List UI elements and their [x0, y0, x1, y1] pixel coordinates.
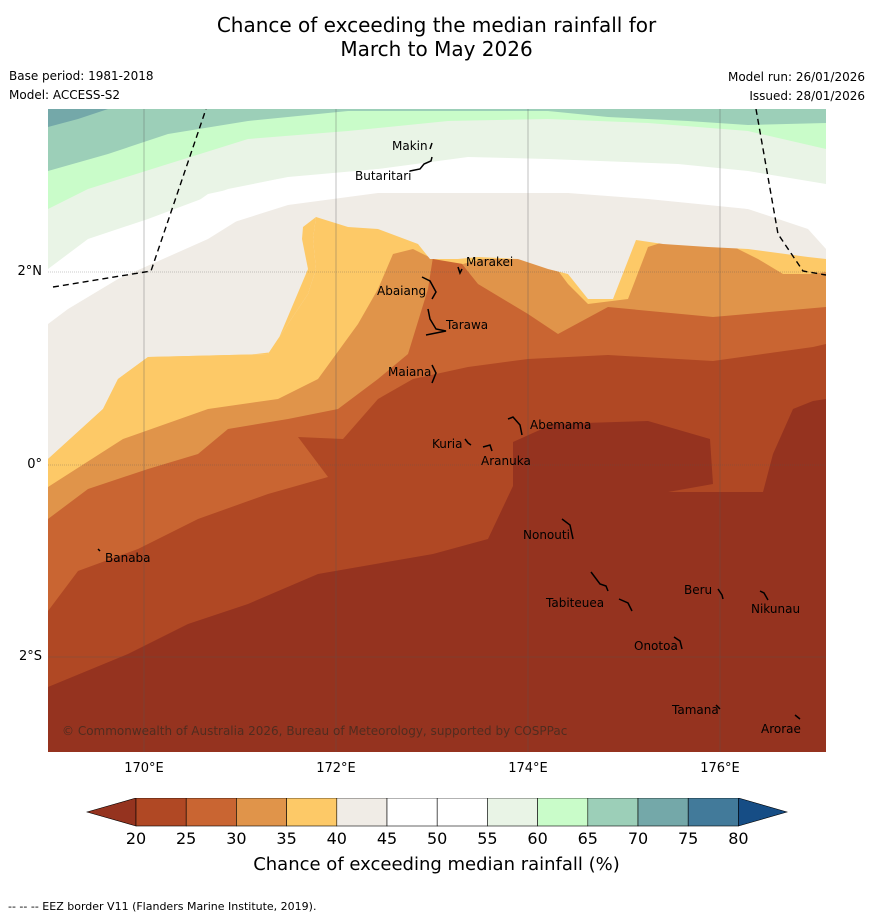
band-50-55-upper — [48, 167, 826, 299]
eez-border — [52, 109, 826, 288]
rainfall-contour-svg — [48, 109, 826, 752]
colorbar-tick-label: 25 — [176, 829, 197, 848]
copyright-notice: © Commonwealth of Australia 2026, Bureau… — [62, 724, 568, 738]
x-tick-174e: 174°E — [508, 761, 548, 776]
colorbar-tick-label: 20 — [125, 829, 147, 848]
label-abemama: Abemama — [530, 418, 592, 432]
label-onotoa: Onotoa — [634, 639, 678, 653]
label-aranuka: Aranuka — [481, 454, 531, 468]
colorbar-cell — [386, 798, 438, 827]
colorbar-cell — [587, 798, 639, 827]
label-butaritari: Butaritari — [355, 169, 412, 183]
label-nonouti: Nonouti — [523, 528, 570, 542]
colorbar-cell — [487, 798, 538, 827]
island-shapes — [97, 142, 801, 720]
band-70-75 — [48, 109, 108, 127]
colorbar-cells — [86, 798, 788, 827]
eez-footer-note: -- -- -- EEZ border V11 (Flanders Marine… — [8, 900, 317, 913]
label-tarawa: Tarawa — [446, 318, 489, 332]
model-run-date: Model run: 26/01/2026 — [727, 70, 865, 84]
colorbar-tick-label: 70 — [627, 829, 649, 848]
base-period: Base period: 1981-2018 — [9, 69, 154, 83]
colorbar-tick-label: 35 — [276, 829, 297, 848]
colorbar-tick-label: 30 — [226, 829, 247, 848]
band-40-45-west — [48, 217, 316, 487]
colorbar-cell — [185, 798, 237, 827]
colorbar-tick-label: 80 — [728, 829, 749, 848]
colorbar — [86, 798, 788, 827]
issued-date: Issued: 28/01/2026 — [749, 89, 865, 103]
colorbar-cell — [436, 798, 488, 827]
colorbar-cell — [135, 798, 187, 827]
colorbar-cell — [286, 798, 338, 827]
map-title-line1: Chance of exceeding the median rainfall … — [216, 13, 657, 37]
colorbar-cell — [687, 798, 739, 827]
colorbar-cell — [336, 798, 388, 827]
y-tick-0: 0° — [27, 457, 42, 472]
x-tick-176e: 176°E — [700, 761, 740, 776]
colorbar-cell — [537, 798, 589, 827]
label-maiana: Maiana — [388, 365, 432, 379]
colorbar-tick-label: 40 — [326, 829, 347, 848]
label-arorae: Arorae — [761, 722, 801, 736]
y-tick-2n: 2°N — [17, 264, 43, 279]
colorbar-tick-label: 75 — [678, 829, 699, 848]
colorbar-cell — [236, 798, 287, 827]
label-tabiteuea: Tabiteuea — [546, 596, 605, 610]
label-beru: Beru — [684, 583, 713, 597]
colorbar-cell — [637, 798, 689, 827]
band-60-65 — [48, 109, 826, 209]
model-name: Model: ACCESS-S2 — [9, 88, 121, 102]
colorbar-arrow-high — [738, 798, 788, 827]
label-marakei: Marakei — [466, 255, 514, 269]
colorbar-tick-label: 55 — [477, 829, 498, 848]
colorbar-title: Chance of exceeding median rainfall (%) — [253, 854, 620, 875]
colorbar-tick-label: 60 — [527, 829, 548, 848]
graticule — [48, 109, 826, 752]
map-title-line2: March to May 2026 — [340, 37, 533, 61]
band-55-60 — [48, 109, 826, 269]
label-tamana: Tamana — [672, 703, 719, 717]
colorbar-tick-label: 45 — [376, 829, 398, 848]
label-nikunau: Nikunau — [751, 602, 801, 616]
colorbar-arrow-low — [86, 798, 137, 827]
rainfall-map — [48, 109, 826, 752]
label-banaba: Banaba — [105, 551, 151, 565]
label-kuria: Kuria — [432, 437, 463, 451]
x-tick-172e: 172°E — [316, 761, 356, 776]
y-tick-2s: 2°S — [18, 649, 42, 664]
label-makin: Makin — [392, 139, 428, 153]
x-tick-170e: 170°E — [124, 761, 164, 776]
label-abaiang: Abaiang — [377, 284, 427, 298]
colorbar-tick-label: 50 — [427, 829, 448, 848]
colorbar-tick-label: 65 — [577, 829, 598, 848]
